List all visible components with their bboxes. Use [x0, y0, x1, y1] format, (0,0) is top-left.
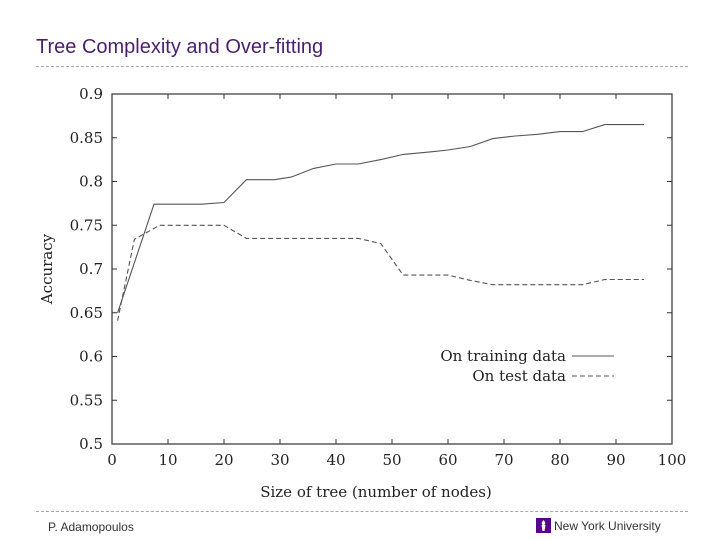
x-tick-label: 40 [326, 451, 345, 469]
y-tick-label: 0.9 [79, 85, 103, 103]
y-tick-label: 0.75 [70, 216, 103, 234]
university-name: New York University [554, 518, 661, 533]
legend-label: On training data [440, 347, 566, 365]
y-tick-label: 0.6 [79, 348, 103, 366]
y-tick-label: 0.65 [70, 304, 103, 322]
x-tick-label: 20 [214, 451, 233, 469]
footer-divider [36, 511, 688, 512]
x-tick-label: 50 [382, 451, 401, 469]
y-tick-label: 0.55 [70, 391, 103, 409]
x-tick-label: 60 [438, 451, 457, 469]
x-tick-label: 70 [494, 451, 513, 469]
x-axis-label: Size of tree (number of nodes) [260, 483, 492, 501]
plot-frame [111, 93, 673, 445]
accuracy-line-chart: 0 10 20 30 40 50 60 70 80 90 100 0.5 0.55 0.6 0.65 0.7 0… [38, 85, 687, 501]
footer-author: P. Adamopoulos [48, 520, 134, 534]
y-axis-label: Accuracy [38, 233, 56, 305]
x-tick-label: 100 [658, 451, 687, 469]
x-tick-label: 30 [270, 451, 289, 469]
y-tick-label: 0.5 [79, 435, 103, 453]
torch-icon [536, 518, 551, 533]
y-tick-label: 0.8 [79, 173, 103, 191]
x-tick-label: 0 [107, 451, 117, 469]
y-tick-label: 0.7 [79, 260, 103, 278]
x-tick-label: 90 [606, 451, 625, 469]
series-line-on-test-data [117, 224, 644, 321]
legend-label: On test data [472, 367, 566, 385]
series-line-on-training-data [117, 124, 644, 313]
title-divider [36, 66, 688, 67]
footer-university: New York University [536, 518, 661, 533]
y-tick-label: 0.85 [70, 129, 103, 147]
x-tick-label: 10 [158, 451, 177, 469]
slide-title: Tree Complexity and Over-fitting [36, 36, 324, 58]
x-tick-label: 80 [550, 451, 569, 469]
